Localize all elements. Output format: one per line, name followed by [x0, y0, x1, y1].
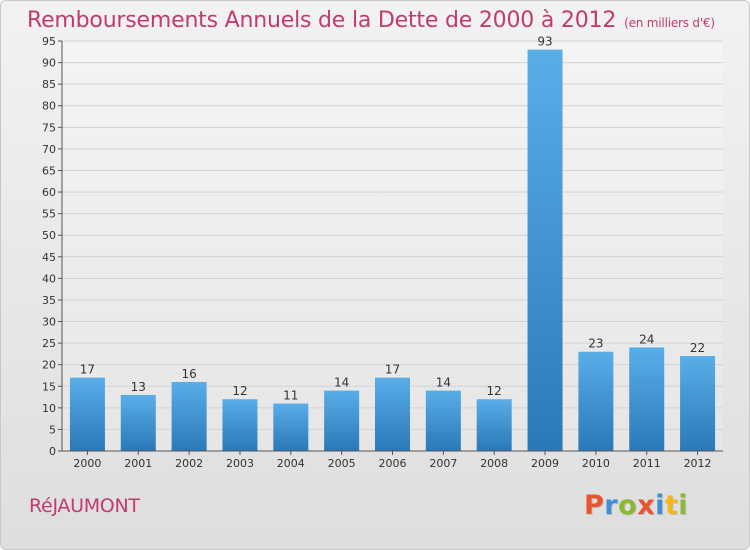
y-tick-label: 95 — [42, 35, 56, 48]
bar — [120, 394, 156, 451]
y-tick-label: 25 — [42, 337, 56, 350]
bar-chart: 17 13 16 12 11 14 17 14 12 93 23 24 22 0 5 10 15 20 25 30 3… — [42, 35, 723, 470]
x-tick-label: 2012 — [684, 457, 712, 470]
chart-title-text: Remboursements Annuels de la Dette de 20… — [27, 8, 617, 33]
data-label: 23 — [588, 337, 603, 351]
x-tick-label: 2001 — [124, 457, 152, 470]
data-label: 22 — [690, 341, 705, 355]
y-tick-label: 80 — [42, 100, 56, 113]
y-tick-label: 30 — [42, 316, 56, 329]
data-label: 14 — [436, 376, 451, 390]
x-tick-label: 2011 — [633, 457, 661, 470]
bar — [680, 356, 716, 451]
data-label: 14 — [334, 376, 349, 390]
data-label: 12 — [232, 384, 247, 398]
chart-title: Remboursements Annuels de la Dette de 20… — [27, 8, 715, 33]
y-tick-label: 0 — [49, 445, 56, 458]
data-label: 13 — [131, 380, 146, 394]
logo-letter: x — [637, 490, 656, 521]
y-tick-label: 40 — [42, 272, 56, 285]
bar — [273, 403, 309, 451]
y-tick-label: 45 — [42, 251, 56, 264]
y-tick-label: 85 — [42, 78, 56, 91]
y-tick-label: 35 — [42, 294, 56, 307]
bar — [629, 347, 665, 451]
data-label: 12 — [487, 384, 502, 398]
y-tick-label: 65 — [42, 164, 56, 177]
logo-letter: r — [604, 490, 619, 521]
logo-letter: t — [664, 490, 679, 521]
y-tick-label: 70 — [42, 143, 56, 156]
y-tick-label: 50 — [42, 229, 56, 242]
y-tick-label: 15 — [42, 380, 56, 393]
y-tick-label: 10 — [42, 402, 56, 415]
proxiti-logo: Proxiti — [584, 490, 688, 521]
y-tick-label: 60 — [42, 186, 56, 199]
x-tick-label: 2003 — [226, 457, 254, 470]
bar — [527, 49, 563, 451]
x-tick-label: 2010 — [582, 457, 610, 470]
y-tick-label: 75 — [42, 121, 56, 134]
x-tick-label: 2008 — [480, 457, 508, 470]
x-tick-label: 2006 — [379, 457, 407, 470]
x-tick-label: 2002 — [175, 457, 203, 470]
data-label: 24 — [639, 332, 654, 346]
bar — [171, 381, 207, 451]
x-tick-label: 2004 — [277, 457, 305, 470]
bar — [476, 399, 512, 451]
data-label: 11 — [283, 389, 298, 403]
y-tick-label: 90 — [42, 57, 56, 70]
bar — [222, 399, 258, 451]
y-tick-label: 5 — [49, 423, 56, 436]
logo-letter: o — [618, 490, 638, 521]
bar — [375, 377, 410, 451]
logo-letter: i — [678, 490, 689, 521]
logo-letter: i — [655, 490, 665, 521]
data-label: 16 — [181, 367, 196, 381]
bar — [324, 390, 360, 451]
y-tick-label: 55 — [42, 208, 56, 221]
data-label: 93 — [537, 35, 552, 49]
x-tick-label: 2007 — [429, 457, 457, 470]
chart-subtitle: (en milliers d'€) — [624, 16, 715, 30]
x-tick-label: 2005 — [328, 457, 356, 470]
logo-letter: P — [584, 490, 605, 521]
bar — [425, 390, 461, 451]
data-label: 17 — [80, 363, 95, 377]
data-label: 17 — [385, 363, 400, 377]
x-tick-label: 2009 — [531, 457, 559, 470]
bar — [69, 377, 105, 451]
y-tick-label: 20 — [42, 359, 56, 372]
x-tick-label: 2000 — [73, 457, 101, 470]
commune-name: RéJAUMONT — [29, 495, 140, 517]
bar — [578, 351, 614, 451]
